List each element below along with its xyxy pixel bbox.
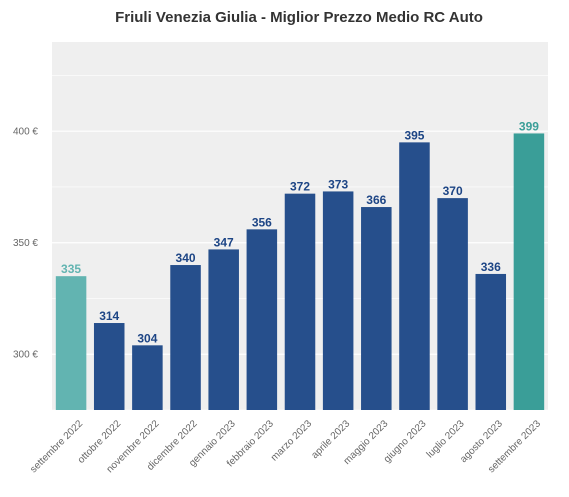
bars <box>55 133 545 410</box>
data-label: 370 <box>443 184 463 198</box>
bar <box>132 345 163 410</box>
bar <box>513 133 545 410</box>
bar <box>475 273 507 410</box>
data-label: 314 <box>99 309 119 323</box>
bar <box>437 198 468 410</box>
data-label: 304 <box>137 331 157 345</box>
data-label: 373 <box>328 177 348 191</box>
data-label: 356 <box>252 215 272 229</box>
bar <box>246 229 278 410</box>
data-label: 372 <box>290 180 310 194</box>
x-tick-label: settembre 2022 <box>28 418 85 475</box>
data-label: 347 <box>214 235 234 249</box>
y-tick-label: 300 € <box>13 350 38 361</box>
data-label: 366 <box>366 193 386 207</box>
x-tick-label: marzo 2023 <box>269 418 314 463</box>
data-label: 336 <box>481 260 501 274</box>
y-tick-label: 400 € <box>13 127 38 138</box>
bar <box>55 276 87 410</box>
bar <box>361 207 392 410</box>
bar <box>170 265 201 410</box>
chart-title: Friuli Venezia Giulia - Miglior Prezzo M… <box>115 9 483 26</box>
data-label: 335 <box>61 262 81 276</box>
bar <box>93 323 125 410</box>
data-label: 340 <box>176 251 196 265</box>
bar <box>399 142 430 410</box>
bar <box>322 191 354 410</box>
data-label: 395 <box>404 128 424 142</box>
y-axis-ticks: 300 € 350 € 400 € <box>13 127 38 361</box>
data-labels: 335 314 304 340 347 356 372 373 366 395 370 336 399 <box>61 119 539 345</box>
y-tick-label: 350 € <box>13 238 38 249</box>
data-label: 399 <box>519 119 539 133</box>
bar <box>208 249 239 410</box>
bar <box>284 193 316 410</box>
